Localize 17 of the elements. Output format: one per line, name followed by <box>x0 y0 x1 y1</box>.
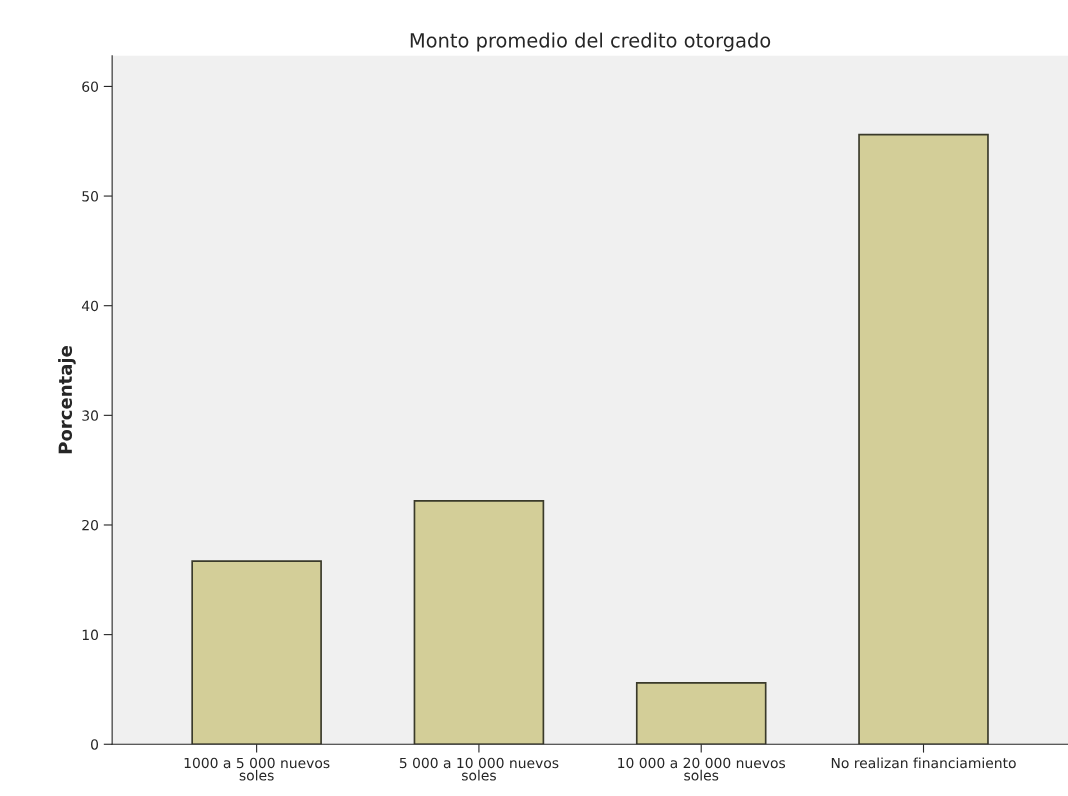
y-axis-title: Porcentaje <box>58 346 76 454</box>
bar <box>413 500 545 745</box>
y-tick-label: 50 <box>82 191 99 202</box>
bar <box>635 682 767 745</box>
x-tick-label: 5 000 a 10 000 nuevos soles <box>399 757 559 781</box>
x-tick-label: No realizan financiamiento <box>831 757 1016 769</box>
x-tick-label: 1000 a 5 000 nuevos soles <box>184 757 330 781</box>
y-tick-label: 20 <box>82 519 99 531</box>
y-tick-label: 10 <box>82 629 99 641</box>
bar <box>858 133 989 745</box>
y-tick-label: 30 <box>82 410 99 421</box>
bar <box>191 560 322 745</box>
x-tick-label: 10 000 a 20 000 nuevos soles <box>618 757 786 781</box>
y-tick-label: 40 <box>81 300 99 312</box>
chart-title: Monto promedio del credito otorgado <box>410 32 771 52</box>
y-tick-label: 0 <box>91 739 99 750</box>
y-tick-label: 60 <box>82 81 99 92</box>
